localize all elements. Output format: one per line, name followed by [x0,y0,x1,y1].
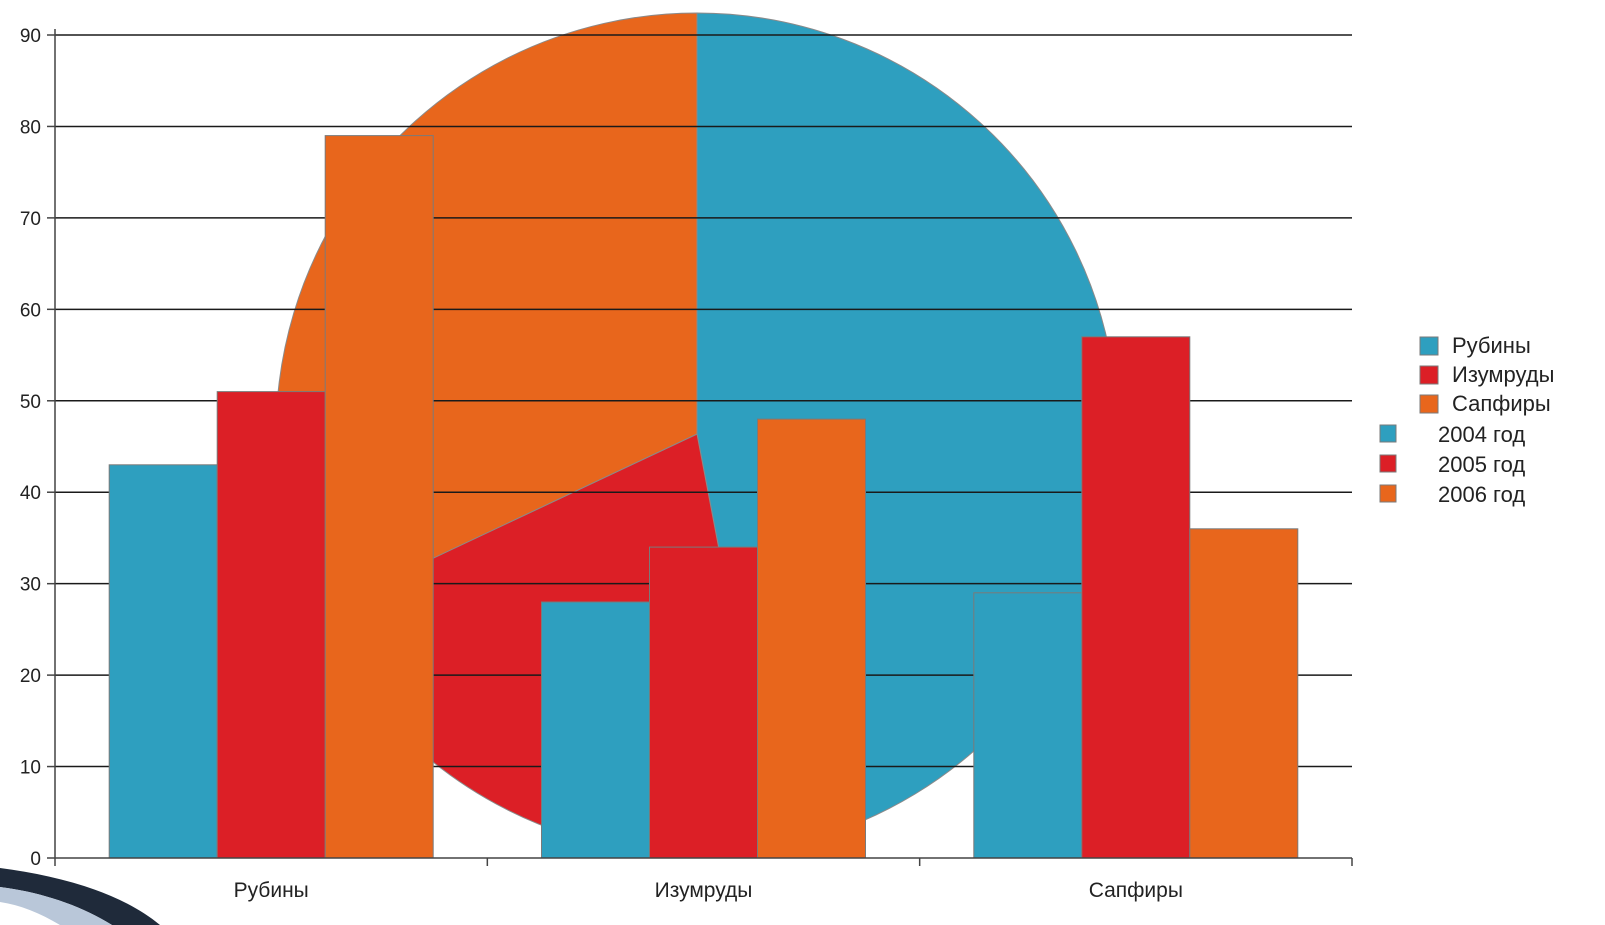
bar-legend-swatch [1379,454,1397,473]
y-tick-label: 50 [20,392,41,413]
y-tick-label: 40 [20,483,41,504]
bar-series-2-category-3 [1081,336,1191,859]
y-tick-label: 10 [20,758,41,779]
x-category-label: Сапфиры [1089,879,1183,902]
corner-swoosh-highlight [0,887,112,925]
corner-swoosh-shape [0,868,160,925]
bar-legend-swatch [1379,484,1397,503]
pie-legend-label: Сапфиры [1452,391,1551,416]
bar-legend-label: 2005 год [1438,452,1525,477]
pie-legend-label: Изумруды [1452,362,1554,387]
pie-legend-swatch [1419,336,1439,356]
bar-legend-label: 2004 год [1438,422,1525,447]
y-tick-label: 0 [30,849,41,870]
y-tick-label: 20 [20,666,41,687]
y-tick-label: 90 [20,26,41,47]
bar-legend-swatch [1379,424,1397,443]
x-category-label: Рубины [234,879,309,902]
bar-legend-label: 2006 год [1438,482,1525,507]
bar-series-3-category-3 [1189,528,1299,859]
bar-series-1-category-3 [973,592,1083,859]
bar-series-1-category-1 [108,464,218,859]
pie-legend-swatch [1419,365,1439,385]
y-tick-label: 60 [20,300,41,321]
legend: Рубины Изумруды Сапфиры 2004 год 2005 год 200… [1379,333,1554,507]
axes: 0 10 20 30 40 50 60 70 80 90 Рубины Изумруды Сапфиры [20,26,1353,902]
bar-chart [108,135,1299,859]
corner-swoosh-decoration [0,868,160,925]
bar-series-3-category-1 [324,135,434,859]
pie-legend-label: Рубины [1452,333,1531,358]
bar-series-2-category-1 [216,391,326,859]
y-tick-label: 80 [20,117,41,138]
x-category-label: Изумруды [655,879,753,902]
y-tick-label: 30 [20,575,41,596]
y-tick-label: 70 [20,209,41,230]
bar-series-3-category-2 [757,418,866,859]
pie-legend-swatch [1419,394,1439,414]
bar-series-1-category-2 [541,601,650,859]
bar-series-2-category-2 [649,546,758,859]
